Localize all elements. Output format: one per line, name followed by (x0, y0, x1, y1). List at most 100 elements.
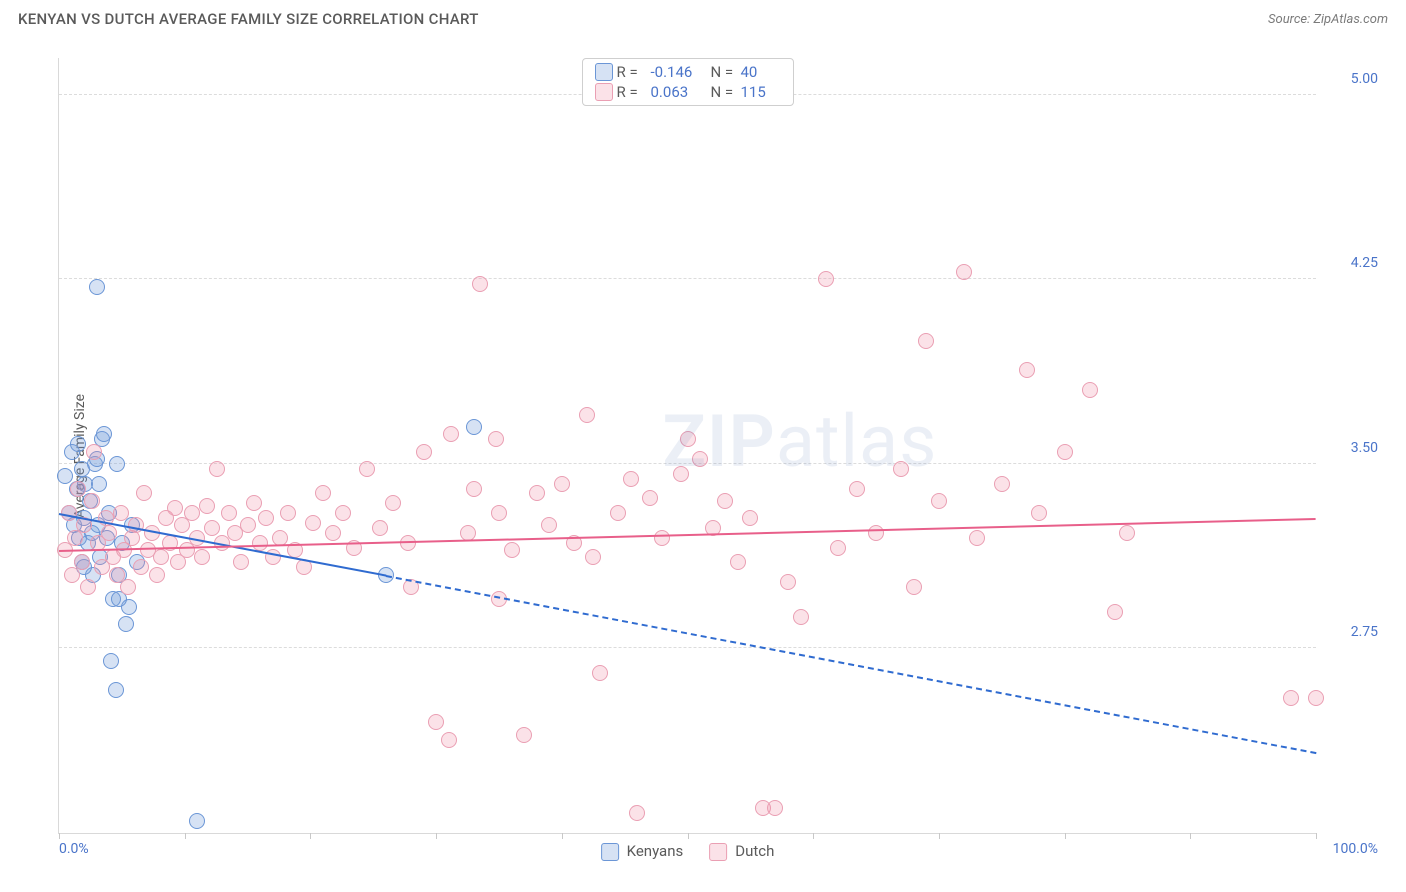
data-point (372, 520, 388, 536)
data-point (466, 419, 482, 435)
data-point (199, 498, 215, 514)
legend-item: Dutch (709, 842, 774, 861)
data-point (103, 653, 119, 669)
data-point (194, 549, 210, 565)
legend-r-label: R = (617, 83, 651, 101)
data-point (780, 574, 796, 590)
y-tick-label: 3.50 (1322, 440, 1378, 456)
x-tick (185, 833, 186, 839)
data-point (113, 505, 129, 521)
data-point (258, 510, 274, 526)
data-point (280, 505, 296, 521)
data-point (1107, 604, 1123, 620)
legend-n-value: 115 (741, 83, 781, 101)
x-axis-min-label: 0.0% (59, 841, 89, 857)
x-tick (813, 833, 814, 839)
y-tick-label: 2.75 (1322, 624, 1378, 640)
data-point (118, 616, 134, 632)
data-point (906, 579, 922, 595)
x-tick (1316, 833, 1317, 839)
data-point (441, 732, 457, 748)
data-point (443, 426, 459, 442)
x-tick (59, 833, 60, 839)
data-point (133, 559, 149, 575)
x-tick (310, 833, 311, 839)
data-point (579, 407, 595, 423)
x-tick (939, 833, 940, 839)
plot-region: ZIPatlas R =-0.146N =40R =0.063N =115 Ke… (58, 58, 1316, 834)
data-point (830, 540, 846, 556)
data-point (488, 431, 504, 447)
data-point (204, 520, 220, 536)
watermark-atlas: atlas (776, 399, 938, 484)
data-point (994, 476, 1010, 492)
data-point (742, 510, 758, 526)
data-point (1019, 362, 1035, 378)
data-point (89, 279, 105, 295)
data-point (96, 426, 112, 442)
data-point (86, 444, 102, 460)
source-prefix: Source: (1268, 12, 1313, 27)
legend-item: Kenyans (601, 842, 684, 861)
data-point (730, 554, 746, 570)
data-point (149, 567, 165, 583)
data-point (120, 579, 136, 595)
data-point (1082, 382, 1098, 398)
data-point (629, 805, 645, 821)
data-point (252, 535, 268, 551)
data-point (623, 471, 639, 487)
gridline (59, 278, 1316, 279)
data-point (315, 485, 331, 501)
gridline (59, 647, 1316, 648)
gridline (59, 463, 1316, 464)
x-axis-max-label: 100.0% (1333, 841, 1378, 857)
source-name: ZipAtlas.com (1313, 12, 1388, 27)
data-point (184, 505, 200, 521)
data-point (717, 493, 733, 509)
data-point (610, 505, 626, 521)
data-point (491, 505, 507, 521)
data-point (91, 476, 107, 492)
data-point (516, 727, 532, 743)
chart-title: KENYAN VS DUTCH AVERAGE FAMILY SIZE CORR… (18, 10, 479, 28)
data-point (209, 461, 225, 477)
y-tick-label: 5.00 (1322, 71, 1378, 87)
data-point (70, 436, 86, 452)
data-point (428, 714, 444, 730)
data-point (1119, 525, 1135, 541)
legend-label: Kenyans (627, 842, 684, 860)
data-point (189, 813, 205, 829)
x-tick (436, 833, 437, 839)
data-point (108, 682, 124, 698)
data-point (554, 476, 570, 492)
data-point (868, 525, 884, 541)
source-attribution: Source: ZipAtlas.com (1268, 12, 1388, 27)
data-point (818, 271, 834, 287)
legend-swatch (595, 63, 613, 81)
data-point (359, 461, 375, 477)
data-point (918, 333, 934, 349)
legend-swatch (709, 843, 727, 861)
data-point (680, 431, 696, 447)
data-point (466, 481, 482, 497)
data-point (335, 505, 351, 521)
data-point (74, 461, 90, 477)
legend-r-value: 0.063 (651, 83, 711, 101)
data-point (642, 490, 658, 506)
data-point (305, 515, 321, 531)
data-point (504, 542, 520, 558)
data-point (793, 609, 809, 625)
data-point (84, 493, 100, 509)
legend-r-value: -0.146 (651, 63, 711, 81)
data-point (109, 456, 125, 472)
x-tick (688, 833, 689, 839)
legend-n-value: 40 (741, 63, 781, 81)
data-point (692, 451, 708, 467)
data-point (931, 493, 947, 509)
data-point (80, 579, 96, 595)
data-point (167, 500, 183, 516)
data-point (70, 481, 86, 497)
legend-swatch (601, 843, 619, 861)
data-point (956, 264, 972, 280)
data-point (585, 549, 601, 565)
